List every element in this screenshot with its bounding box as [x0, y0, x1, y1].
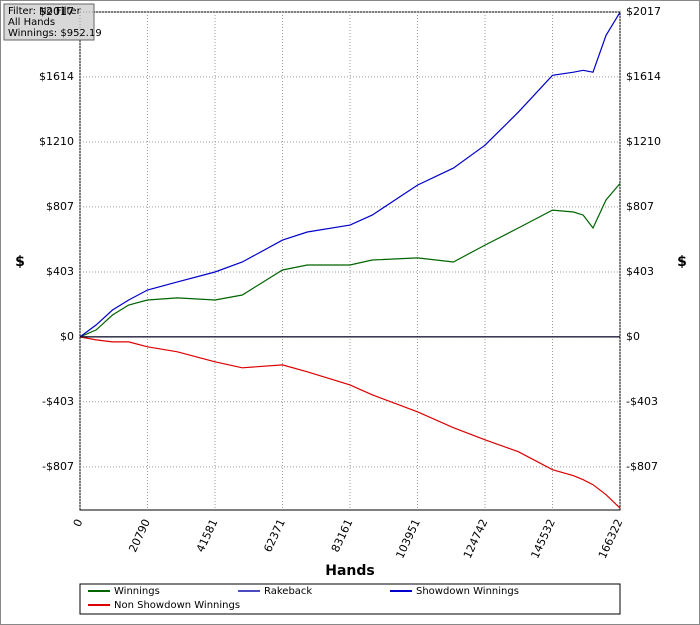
x-tick-label: 0: [71, 517, 86, 529]
info-hands: All Hands: [8, 17, 55, 28]
legend-label: Showdown Winnings: [416, 586, 519, 597]
legend: [79, 583, 621, 615]
info-filter: Filter: No Filter: [8, 6, 82, 17]
info-winnings: Winnings: $952.19: [8, 28, 102, 39]
legend-label: Rakeback: [264, 586, 312, 597]
y2-tick-label: $1210: [626, 135, 661, 148]
y2-axis-label: $: [677, 254, 687, 270]
series-line: [79, 336, 621, 509]
y2-tick-label: $0: [626, 330, 640, 343]
y2-tick-label: $403: [626, 265, 654, 278]
y-tick-label: $0: [60, 330, 74, 343]
x-axis-label: Hands: [325, 563, 375, 579]
y2-tick-label: $807: [626, 200, 654, 213]
legend-label: Non Showdown Winnings: [114, 600, 240, 611]
y2-tick-label: -$807: [626, 460, 658, 473]
series-line: [79, 183, 621, 338]
y2-tick-label: $1614: [626, 70, 661, 83]
y-axis-label: $: [15, 254, 25, 270]
y-tick-label: $1614: [39, 70, 74, 83]
y-tick-label: $1210: [39, 135, 74, 148]
y2-tick-label: -$403: [626, 395, 658, 408]
y-tick-label: -$403: [42, 395, 74, 408]
y-tick-label: $403: [46, 265, 74, 278]
y-tick-label: $2017: [39, 5, 74, 18]
series-line: [79, 11, 621, 338]
info-box: [3, 3, 95, 41]
y-tick-label: -$807: [42, 460, 74, 473]
y-tick-label: $807: [46, 200, 74, 213]
y2-tick-label: $2017: [626, 5, 661, 18]
legend-label: Winnings: [114, 586, 160, 597]
